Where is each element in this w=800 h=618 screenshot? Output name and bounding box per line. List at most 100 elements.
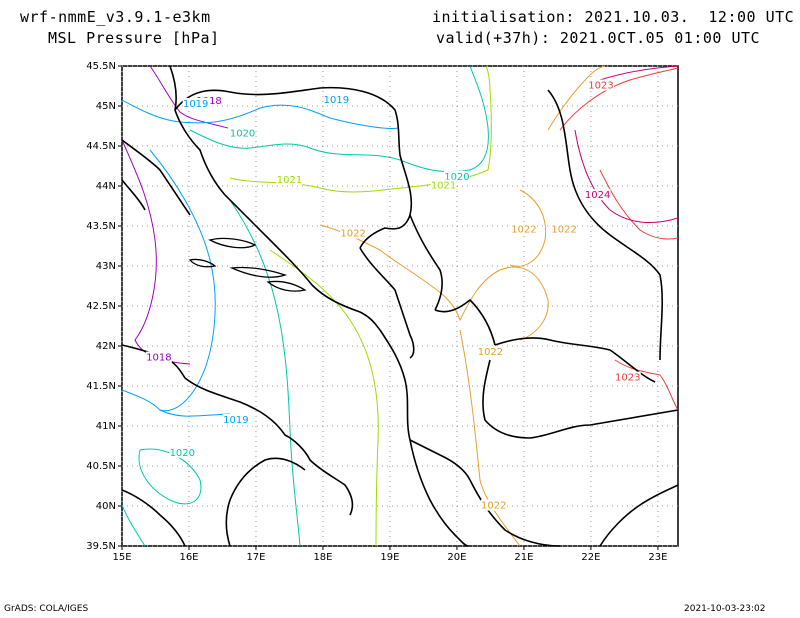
contour-label: 1023: [615, 373, 640, 384]
contour-label-bg: [510, 223, 537, 235]
pressure-contours: [121, 65, 679, 547]
coastline-gargano: [121, 344, 354, 516]
contour-label-bg: [551, 223, 578, 235]
border-serbia-west: [409, 214, 443, 311]
y-tick-label: 42.5N: [86, 301, 116, 312]
x-tick-label: 15E: [112, 552, 131, 563]
y-tick-label: 45N: [96, 101, 116, 112]
y-tick-label: 41.5N: [86, 381, 116, 392]
coastline-greece-east: [599, 484, 679, 547]
contour-label: 1021: [431, 181, 456, 192]
contour-label-bg: [477, 346, 504, 357]
x-tick-label: 23E: [648, 552, 667, 563]
y-tick-label: 43N: [96, 261, 116, 272]
contour-1024-ne: [599, 65, 679, 81]
contour-1019-west: [121, 149, 216, 412]
contour-label-bg: [229, 127, 256, 139]
border-albania-greece: [409, 439, 471, 481]
contour-1020-mid: [229, 199, 301, 547]
contour-label: 1021: [277, 175, 302, 186]
contour-1022-b: [509, 189, 547, 267]
contour-1024: [574, 129, 679, 223]
contour-label-bg: [182, 98, 209, 109]
contour-label-bg: [323, 94, 350, 105]
coastline-albania: [379, 329, 469, 547]
y-tick-label: 45.5N: [86, 61, 116, 72]
x-tick-label: 16E: [179, 552, 198, 563]
contour-label: 1018: [196, 96, 221, 107]
coastline-italy-east: [121, 139, 191, 216]
contour-label: 1023: [588, 81, 613, 92]
border-bulgaria: [547, 89, 664, 361]
axis-ticks: 15E 16E 17E 18E 19E 20E 21E 22E 23E 45.5N 45N 44.5N…: [86, 61, 667, 563]
contour-label: 1024: [585, 190, 610, 201]
contour-1023-se: [614, 359, 679, 411]
contour-label: 1022: [340, 229, 365, 240]
contour-label: 1022: [481, 501, 506, 512]
contour-1018-west: [121, 139, 191, 365]
coastline-italy-sw: [121, 179, 146, 211]
contour-label: 1019: [324, 95, 349, 106]
contour-label-bg: [169, 446, 196, 458]
contour-label-bg: [196, 94, 223, 106]
contour-label-bg: [587, 79, 614, 91]
contour-label-bg: [340, 227, 367, 239]
contour-label-bg: [222, 414, 249, 425]
footer-timestamp: 2021-10-03-23:02: [684, 604, 766, 614]
coastlines-borders: [121, 65, 679, 547]
border-greece: [482, 359, 679, 439]
island-2: [229, 266, 288, 278]
contour-1023-e: [599, 169, 679, 240]
contour-1020-sw: [121, 504, 146, 547]
contour-label: 1018: [146, 353, 171, 364]
y-tick-label: 42N: [96, 341, 116, 352]
contour-label-bg: [145, 351, 172, 363]
contour-label: 1019: [183, 99, 208, 110]
islands: [188, 237, 307, 292]
field-title: MSL Pressure [hPa]: [48, 29, 220, 47]
contour-label: 1020: [230, 129, 255, 140]
contour-1022-c: [547, 65, 606, 131]
y-tick-label: 40.5N: [86, 461, 116, 472]
y-tick-label: 39.5N: [86, 541, 116, 552]
y-tick-label: 41N: [96, 421, 116, 432]
x-tick-label: 20E: [447, 552, 466, 563]
contour-label-bg: [614, 371, 641, 383]
contour-label-bg: [480, 499, 507, 511]
x-tick-label: 22E: [581, 552, 600, 563]
contour-1019-south: [159, 409, 231, 417]
y-tick-label: 40N: [96, 501, 116, 512]
border-north-macedonia: [494, 337, 656, 383]
contour-1021-mid: [269, 249, 379, 547]
y-tick-label: 43.5N: [86, 221, 116, 232]
contour-label: 1022: [478, 347, 503, 358]
y-tick-label: 44N: [96, 181, 116, 192]
coastline-greece-south: [469, 479, 561, 547]
init-time: initialisation: 2021.10.03. 12:00 UTC: [432, 8, 795, 26]
contour-label-bg: [584, 189, 611, 201]
border-bosnia: [174, 86, 413, 249]
contour-1019-north: [121, 99, 399, 129]
contour-label: 1022: [551, 225, 576, 236]
contour-label: 1020: [170, 448, 195, 459]
model-title: wrf-nmmE_v3.9.1-e3km: [20, 8, 211, 26]
contour-1022-d: [459, 329, 521, 547]
contour-label: 1022: [511, 225, 536, 236]
island-3: [266, 280, 307, 292]
y-tick-label: 44.5N: [86, 141, 116, 152]
contour-1020-north: [189, 65, 489, 173]
coastline-adriatic-north: [169, 65, 381, 331]
contour-label: 1020: [444, 172, 469, 183]
valid-time: valid(+37h): 2021.0CT.05 01:00 UTC: [436, 29, 761, 47]
contour-label-bg: [443, 170, 470, 182]
footer-credit: GrADS: COLA/IGES: [4, 604, 89, 614]
contour-label: 1019: [223, 415, 248, 426]
contour-label-bg: [430, 179, 457, 191]
island-4: [188, 258, 217, 268]
island-1: [208, 237, 257, 249]
x-tick-label: 18E: [313, 552, 332, 563]
contour-1023-ne: [559, 67, 679, 131]
coastline-salento-w: [121, 489, 186, 547]
